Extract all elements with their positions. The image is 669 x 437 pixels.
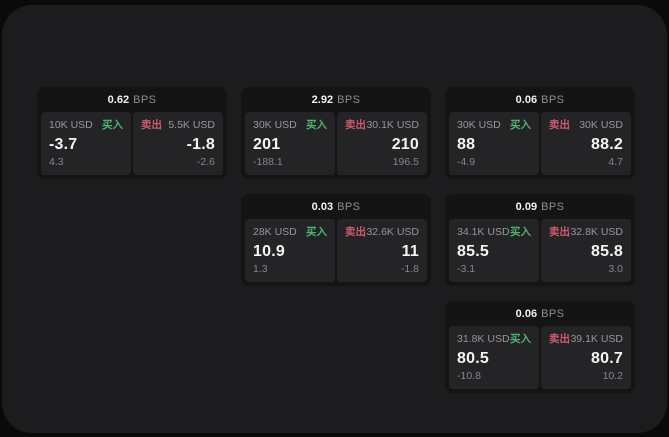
bps-unit-label: BPS bbox=[337, 93, 361, 106]
quote-panels: 30K USD 买入 201 -188.1 卖出 30.1K USD 210 1… bbox=[241, 112, 431, 179]
sell-amount: 32.8K USD bbox=[570, 226, 623, 238]
buy-amount: 34.1K USD bbox=[457, 226, 510, 238]
quote-panels: 30K USD 买入 88 -4.9 卖出 30K USD 88.2 4.7 bbox=[445, 112, 635, 179]
sell-amount: 39.1K USD bbox=[570, 333, 623, 345]
app-window: 0.62 BPS 10K USD 买入 -3.7 4.3 卖出 5.5K USD bbox=[2, 5, 667, 433]
buy-panel[interactable]: 10K USD 买入 -3.7 4.3 bbox=[41, 112, 131, 175]
sell-price: 85.8 bbox=[591, 243, 623, 260]
buy-side-label: 买入 bbox=[102, 119, 123, 131]
sell-delta: 4.7 bbox=[608, 156, 623, 168]
sell-side-label: 卖出 bbox=[549, 119, 570, 131]
sell-delta: -1.8 bbox=[400, 263, 419, 275]
sell-panel[interactable]: 卖出 32.8K USD 85.8 3.0 bbox=[541, 219, 631, 282]
quote-cards-grid: 0.62 BPS 10K USD 买入 -3.7 4.3 卖出 5.5K USD bbox=[37, 87, 635, 393]
buy-price: -3.7 bbox=[49, 136, 78, 153]
sell-price: 11 bbox=[401, 243, 419, 260]
bps-header: 0.06 BPS bbox=[445, 87, 635, 112]
bps-unit-label: BPS bbox=[541, 93, 565, 106]
buy-side-label: 买入 bbox=[306, 119, 327, 131]
sell-amount: 30.1K USD bbox=[366, 119, 419, 131]
buy-side-label: 买入 bbox=[306, 226, 327, 238]
sell-price: 80.7 bbox=[591, 350, 623, 367]
sell-delta: -2.6 bbox=[196, 156, 215, 168]
bps-value: 0.03 bbox=[311, 200, 334, 213]
sell-side-label: 卖出 bbox=[345, 119, 366, 131]
bps-header: 0.09 BPS bbox=[445, 194, 635, 219]
buy-delta: -3.1 bbox=[457, 263, 476, 275]
bps-header: 0.06 BPS bbox=[445, 301, 635, 326]
bps-unit-label: BPS bbox=[337, 200, 361, 213]
buy-panel[interactable]: 30K USD 买入 88 -4.9 bbox=[449, 112, 539, 175]
buy-delta: -188.1 bbox=[253, 156, 283, 168]
bps-value: 2.92 bbox=[311, 93, 334, 106]
quote-card-5: 0.09 BPS 34.1K USD 买入 85.5 -3.1 卖出 32.8K… bbox=[445, 194, 635, 286]
buy-price: 201 bbox=[253, 136, 281, 153]
sell-delta: 196.5 bbox=[392, 156, 419, 168]
sell-price: 210 bbox=[391, 136, 419, 153]
buy-price: 80.5 bbox=[457, 350, 489, 367]
sell-side-label: 卖出 bbox=[345, 226, 366, 238]
sell-delta: 3.0 bbox=[608, 263, 623, 275]
quote-card-6: 0.06 BPS 31.8K USD 买入 80.5 -10.8 卖出 39.1… bbox=[445, 301, 635, 393]
sell-panel[interactable]: 卖出 30K USD 88.2 4.7 bbox=[541, 112, 631, 175]
buy-side-label: 买入 bbox=[510, 226, 531, 238]
buy-side-label: 买入 bbox=[510, 333, 531, 345]
bps-unit-label: BPS bbox=[133, 93, 157, 106]
sell-amount: 5.5K USD bbox=[168, 119, 215, 131]
quote-card-3: 0.06 BPS 30K USD 买入 88 -4.9 卖出 30K USD bbox=[445, 87, 635, 179]
sell-panel[interactable]: 卖出 5.5K USD -1.8 -2.6 bbox=[133, 112, 223, 175]
quote-panels: 10K USD 买入 -3.7 4.3 卖出 5.5K USD -1.8 -2.… bbox=[37, 112, 227, 179]
sell-panel[interactable]: 卖出 39.1K USD 80.7 10.2 bbox=[541, 326, 631, 389]
buy-delta: 4.3 bbox=[49, 156, 64, 168]
sell-side-label: 卖出 bbox=[549, 333, 570, 345]
bps-header: 0.62 BPS bbox=[37, 87, 227, 112]
bps-unit-label: BPS bbox=[541, 200, 565, 213]
buy-price: 10.9 bbox=[253, 243, 285, 260]
sell-delta: 10.2 bbox=[602, 370, 623, 382]
buy-panel[interactable]: 30K USD 买入 201 -188.1 bbox=[245, 112, 335, 175]
bps-value: 0.09 bbox=[515, 200, 538, 213]
buy-delta: 1.3 bbox=[253, 263, 268, 275]
buy-delta: -4.9 bbox=[457, 156, 476, 168]
bps-value: 0.06 bbox=[515, 307, 538, 320]
buy-panel[interactable]: 31.8K USD 买入 80.5 -10.8 bbox=[449, 326, 539, 389]
buy-panel[interactable]: 34.1K USD 买入 85.5 -3.1 bbox=[449, 219, 539, 282]
bps-value: 0.62 bbox=[107, 93, 130, 106]
sell-panel[interactable]: 卖出 30.1K USD 210 196.5 bbox=[337, 112, 427, 175]
buy-panel[interactable]: 28K USD 买入 10.9 1.3 bbox=[245, 219, 335, 282]
bps-unit-label: BPS bbox=[541, 307, 565, 320]
quote-card-1: 0.62 BPS 10K USD 买入 -3.7 4.3 卖出 5.5K USD bbox=[37, 87, 227, 179]
buy-side-label: 买入 bbox=[510, 119, 531, 131]
buy-price: 85.5 bbox=[457, 243, 489, 260]
sell-amount: 32.6K USD bbox=[366, 226, 419, 238]
buy-amount: 28K USD bbox=[253, 226, 297, 238]
bps-header: 2.92 BPS bbox=[241, 87, 431, 112]
sell-side-label: 卖出 bbox=[549, 226, 570, 238]
bps-header: 0.03 BPS bbox=[241, 194, 431, 219]
buy-amount: 30K USD bbox=[457, 119, 501, 131]
buy-price: 88 bbox=[457, 136, 476, 153]
sell-price: 88.2 bbox=[591, 136, 623, 153]
quote-card-2: 2.92 BPS 30K USD 买入 201 -188.1 卖出 30.1K … bbox=[241, 87, 431, 179]
buy-amount: 10K USD bbox=[49, 119, 93, 131]
sell-side-label: 卖出 bbox=[141, 119, 162, 131]
bps-value: 0.06 bbox=[515, 93, 538, 106]
buy-delta: -10.8 bbox=[457, 370, 481, 382]
quote-panels: 34.1K USD 买入 85.5 -3.1 卖出 32.8K USD 85.8… bbox=[445, 219, 635, 286]
sell-amount: 30K USD bbox=[579, 119, 623, 131]
buy-amount: 30K USD bbox=[253, 119, 297, 131]
quote-panels: 28K USD 买入 10.9 1.3 卖出 32.6K USD 11 -1.8 bbox=[241, 219, 431, 286]
buy-amount: 31.8K USD bbox=[457, 333, 510, 345]
sell-panel[interactable]: 卖出 32.6K USD 11 -1.8 bbox=[337, 219, 427, 282]
quote-card-4: 0.03 BPS 28K USD 买入 10.9 1.3 卖出 32.6K US… bbox=[241, 194, 431, 286]
quote-panels: 31.8K USD 买入 80.5 -10.8 卖出 39.1K USD 80.… bbox=[445, 326, 635, 393]
sell-price: -1.8 bbox=[186, 136, 215, 153]
